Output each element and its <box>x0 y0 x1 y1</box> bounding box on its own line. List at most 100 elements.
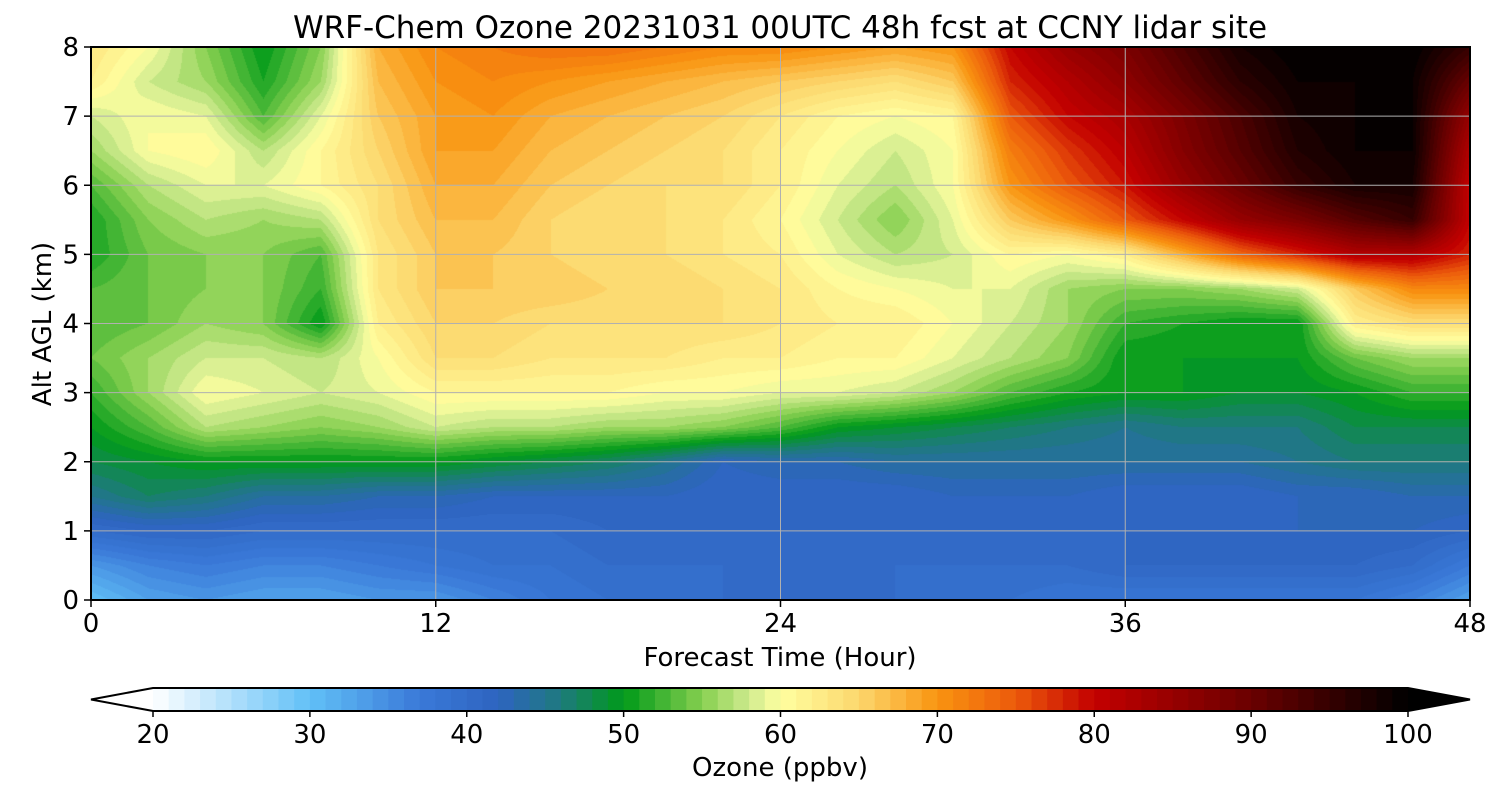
x-tick-label: 48 <box>1453 609 1486 639</box>
colorbar-level <box>811 688 829 711</box>
colorbar-level <box>1376 688 1393 711</box>
colorbar-level <box>1313 688 1331 711</box>
colorbar-level <box>372 688 389 711</box>
colorbar-level <box>1078 688 1095 711</box>
colorbar-max-extension <box>1408 688 1470 711</box>
colorbar-level <box>639 688 656 711</box>
colorbar-level <box>247 688 264 711</box>
colorbar-level <box>215 688 233 711</box>
colorbar-level <box>513 688 531 711</box>
colorbar-level <box>780 688 797 711</box>
colorbar-level <box>1235 688 1252 711</box>
colorbar-tick-label: 40 <box>450 720 483 750</box>
colorbar-tick-label: 80 <box>1078 720 1111 750</box>
colorbar-level <box>906 688 923 711</box>
colorbar-level <box>1109 688 1127 711</box>
colorbar-level <box>592 688 609 711</box>
colorbar-min-extension <box>91 688 153 711</box>
colorbar-level <box>1345 688 1362 711</box>
colorbar-level <box>623 688 640 711</box>
colorbar-level <box>1188 688 1205 711</box>
colorbar-level <box>1392 688 1409 711</box>
colorbar-level <box>231 688 248 711</box>
colorbar-level <box>466 688 484 711</box>
colorbar-level <box>921 688 938 711</box>
y-tick-label: 6 <box>62 171 79 201</box>
colorbar-level <box>858 688 876 711</box>
y-tick-label: 5 <box>62 240 79 270</box>
y-tick-label: 7 <box>62 102 79 132</box>
colorbar-level <box>937 688 954 711</box>
colorbar-level <box>1172 688 1189 711</box>
y-axis-label: Alt AGL (km) <box>28 242 58 406</box>
colorbar-tick-label: 70 <box>921 720 954 750</box>
colorbar-level <box>262 688 280 711</box>
colorbar-level <box>482 688 499 711</box>
colorbar-level <box>1141 688 1158 711</box>
colorbar-label: Ozone (ppbv) <box>692 753 868 783</box>
colorbar-level <box>1204 688 1221 711</box>
colorbar-level <box>1157 688 1174 711</box>
colorbar-level <box>1219 688 1237 711</box>
colorbar-level <box>576 688 593 711</box>
x-tick-label: 36 <box>1109 609 1142 639</box>
y-tick-label: 4 <box>62 310 79 340</box>
colorbar-level <box>1125 688 1142 711</box>
colorbar-level <box>890 688 907 711</box>
colorbar-level <box>1000 688 1017 711</box>
colorbar-level <box>341 688 358 711</box>
colorbar-level <box>953 688 970 711</box>
colorbar-tick-label: 50 <box>607 720 640 750</box>
colorbar-level <box>796 688 813 711</box>
colorbar-level <box>874 688 891 711</box>
colorbar-tick-label: 60 <box>764 720 797 750</box>
x-tick-label: 12 <box>419 609 452 639</box>
colorbar-level <box>545 688 562 711</box>
colorbar-level <box>529 688 546 711</box>
colorbar-level <box>984 688 1001 711</box>
colorbar-level <box>1015 688 1033 711</box>
colorbar-level <box>1360 688 1378 711</box>
colorbar-level <box>1251 688 1268 711</box>
colorbar-level <box>733 688 750 711</box>
y-tick-label: 0 <box>62 586 79 616</box>
colorbar-level <box>184 688 201 711</box>
colorbar: 20 30 40 50 60 70 80 90 100 <box>90 687 1471 750</box>
colorbar-level <box>1298 688 1315 711</box>
colorbar-tick-label: 100 <box>1383 720 1433 750</box>
colorbar-level <box>1062 688 1080 711</box>
colorbar-level <box>1094 688 1111 711</box>
colorbar-level <box>749 688 766 711</box>
x-tick-label: 24 <box>764 609 797 639</box>
colorbar-level <box>655 688 672 711</box>
y-tick-label: 1 <box>62 517 79 547</box>
colorbar-level <box>843 688 860 711</box>
colorbar-tick-label: 20 <box>136 720 169 750</box>
colorbar-level <box>435 688 452 711</box>
x-axis-label: Forecast Time (Hour) <box>643 643 916 673</box>
colorbar-level <box>1282 688 1299 711</box>
colorbar-level <box>498 688 515 711</box>
colorbar-level <box>968 688 986 711</box>
colorbar-level <box>702 688 719 711</box>
colorbar-level <box>827 688 844 711</box>
colorbar-level <box>200 688 217 711</box>
colorbar-level <box>278 688 295 711</box>
colorbar-level <box>404 688 421 711</box>
colorbar-level <box>670 688 687 711</box>
colorbar-level <box>764 688 782 711</box>
y-tick-label: 3 <box>62 379 79 409</box>
colorbar-tick-label: 90 <box>1235 720 1268 750</box>
x-tick-label: 0 <box>83 609 100 639</box>
colorbar-level <box>419 688 436 711</box>
colorbar-level <box>388 688 405 711</box>
colorbar-level <box>309 688 327 711</box>
colorbar-level <box>1031 688 1048 711</box>
colorbar-level <box>1047 688 1064 711</box>
colorbar-level <box>1329 688 1346 711</box>
y-tick-label: 8 <box>62 33 79 63</box>
chart-title: WRF-Chem Ozone 20231031 00UTC 48h fcst a… <box>293 10 1267 46</box>
